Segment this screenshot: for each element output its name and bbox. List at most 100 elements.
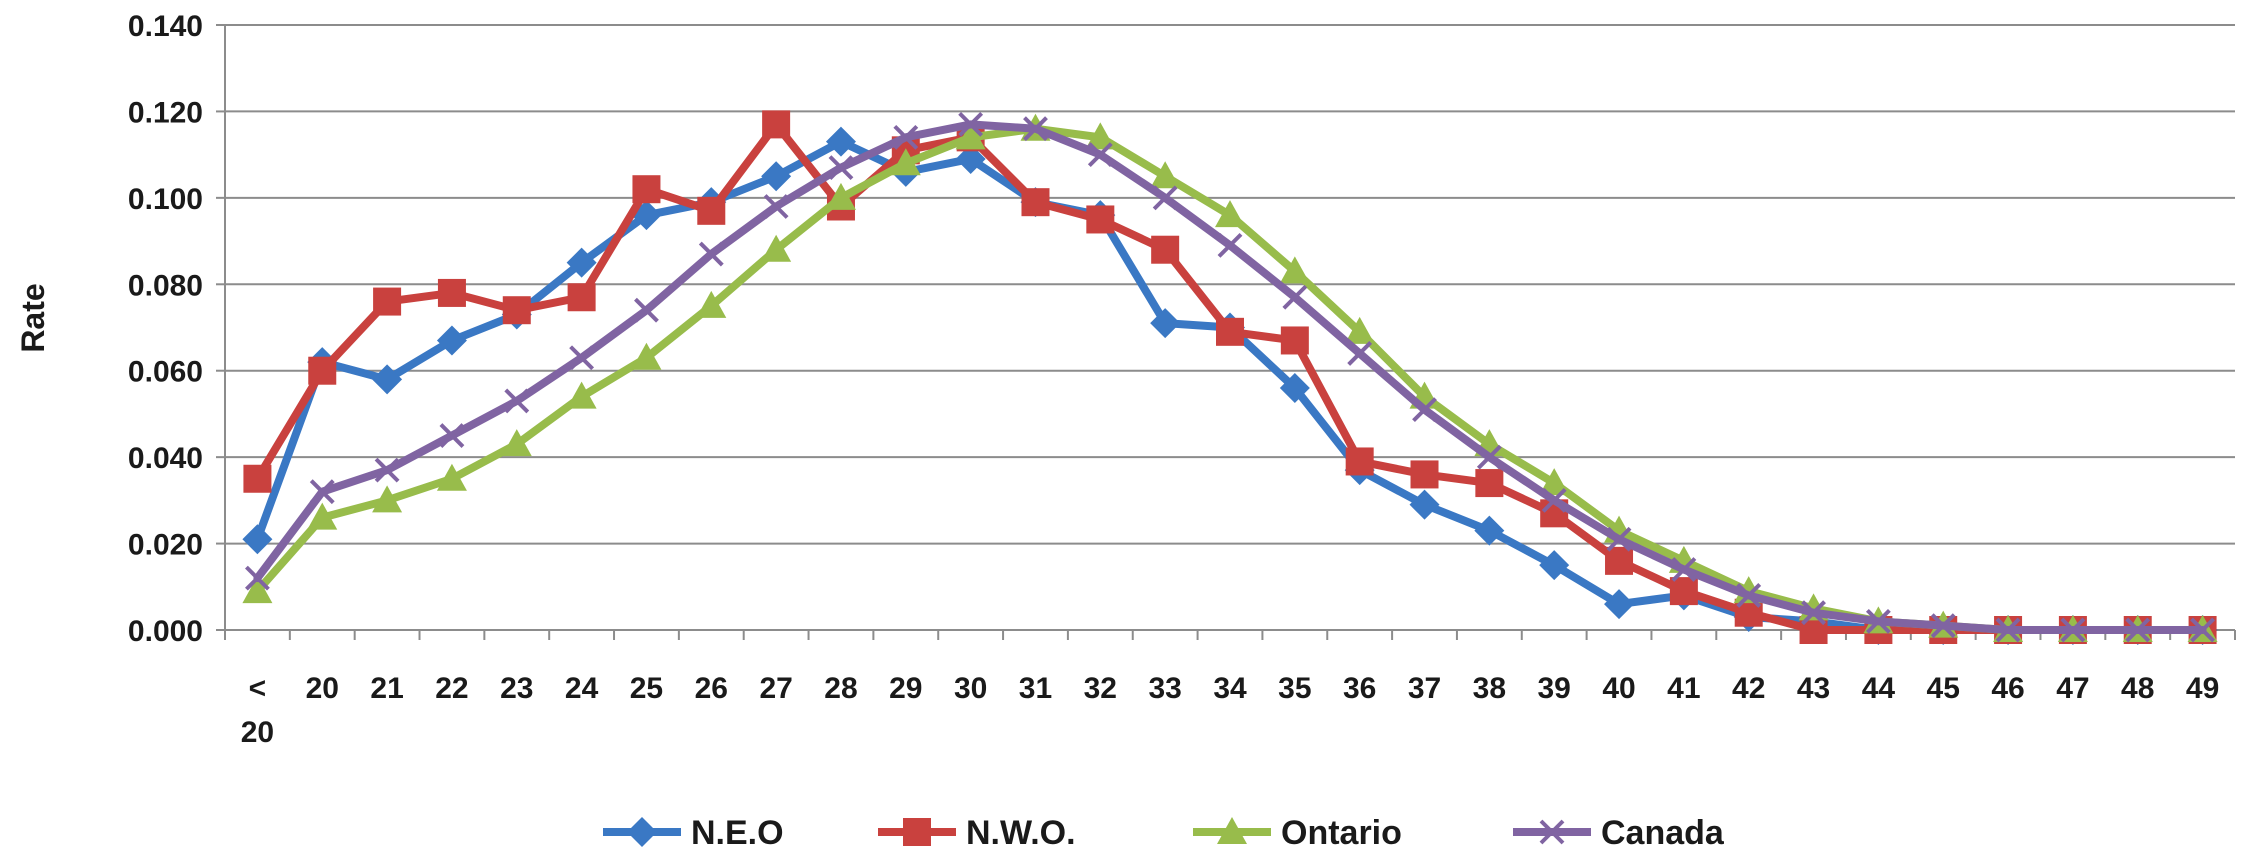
data-point: [825, 182, 856, 210]
data-point: [761, 234, 792, 262]
x-tick-label: 49: [2186, 672, 2219, 705]
x-tick-label-line: 20: [241, 716, 274, 749]
data-point: [1152, 185, 1178, 211]
data-point-stroke: [1476, 444, 1502, 470]
x-tick-label: 35: [1278, 672, 1311, 705]
data-point: [958, 111, 984, 137]
x-tick-label: 43: [1797, 672, 1830, 705]
y-tick-label: 0.000: [128, 615, 203, 648]
data-point: [762, 110, 791, 139]
data-point: [1021, 188, 1050, 217]
data-point: [763, 194, 789, 219]
data-point: [566, 381, 597, 409]
data-point: [1023, 116, 1048, 142]
data-point: [1279, 373, 1310, 403]
data-point: [631, 342, 662, 370]
data-point-stroke: [2060, 617, 2086, 643]
data-point: [698, 241, 724, 267]
data-point-stroke: [634, 297, 659, 323]
legend-marker-stroke: [1539, 819, 1565, 845]
x-tick-label: 28: [824, 672, 857, 705]
x-tick-label: 22: [435, 672, 468, 705]
x-tick-label-line: <: [249, 672, 267, 705]
data-point: [1475, 469, 1504, 498]
legend-marker: [903, 818, 931, 846]
data-point: [1086, 205, 1115, 234]
data-point: [502, 296, 531, 325]
data-point: [1865, 608, 1891, 634]
x-tick-label: 26: [695, 672, 728, 705]
legend-marker: [1539, 819, 1565, 845]
data-point: [504, 388, 530, 414]
legend-item: N.W.O.: [878, 814, 1076, 852]
x-tick-label: 20: [306, 672, 339, 705]
x-tick-label: 45: [1927, 672, 1960, 705]
data-point-stroke: [893, 124, 919, 150]
legend-label: N.W.O.: [966, 814, 1076, 852]
data-point: [1280, 326, 1309, 355]
data-point-stroke: [1736, 583, 1762, 608]
data-point: [1476, 444, 1502, 470]
data-point: [566, 247, 597, 278]
data-point: [828, 155, 854, 181]
data-point: [1539, 468, 1570, 496]
data-point: [1995, 617, 2021, 643]
x-tick-label: 44: [1862, 672, 1896, 705]
legend-marker: [627, 817, 657, 847]
data-point: [696, 290, 727, 318]
data-point-stroke: [1865, 608, 1891, 634]
data-point: [1412, 397, 1437, 423]
data-point: [761, 161, 792, 192]
data-point-stroke: [698, 241, 724, 267]
data-point: [372, 485, 403, 513]
series-Ontario: [242, 113, 2218, 642]
data-point: [634, 297, 659, 323]
data-point: [567, 283, 596, 312]
legend: N.E.O N.W.O. Ontario Canada: [603, 814, 1725, 852]
legend-label: Ontario: [1281, 814, 1402, 852]
data-point-stroke: [828, 155, 854, 181]
legend-item: N.E.O: [603, 814, 784, 852]
data-point: [1344, 316, 1375, 344]
x-tick-label: 34: [1213, 672, 1247, 705]
data-point-stroke: [1606, 526, 1632, 552]
data-point: [1150, 161, 1181, 189]
legend-item: Canada: [1513, 814, 1725, 852]
x-tick-label: 40: [1602, 672, 1635, 705]
x-tick-label: 32: [1084, 672, 1117, 705]
data-point: [1801, 600, 1826, 626]
data-point: [1604, 589, 1635, 620]
y-axis-title: Rate: [15, 283, 51, 352]
series-Canada: [245, 111, 2215, 643]
series-layer: [242, 110, 2218, 645]
y-tick-label: 0.020: [128, 529, 203, 562]
y-tick-labels: 0.000 0.020 0.040 0.060 0.080 0.100 0.120 0.140: [128, 10, 203, 648]
data-point: [242, 524, 273, 555]
legend-marker: [1217, 817, 1247, 844]
data-point-stroke: [1995, 617, 2021, 643]
data-point-stroke: [1671, 557, 1697, 582]
data-point: [1217, 232, 1243, 258]
data-point: [1085, 122, 1116, 150]
x-tick-label: 41: [1667, 672, 1700, 705]
series-N.W.O.: [243, 110, 2217, 644]
x-tick-label: 29: [889, 672, 922, 705]
data-point: [1345, 447, 1374, 476]
data-point-stroke: [1801, 600, 1826, 626]
x-tick-label: 24: [565, 672, 599, 705]
data-point: [1930, 613, 1956, 639]
data-point-stroke: [1412, 397, 1437, 423]
data-point: [1539, 550, 1570, 581]
data-point: [697, 196, 726, 225]
legend-label: Canada: [1601, 814, 1725, 852]
x-tick-label: 21: [370, 672, 403, 705]
y-tick-label: 0.100: [128, 183, 203, 216]
x-tick-label: 37: [1408, 672, 1441, 705]
data-point: [1410, 460, 1439, 489]
data-point: [1541, 487, 1567, 513]
data-point: [501, 429, 532, 457]
data-point: [1605, 546, 1634, 575]
data-point: [569, 345, 595, 371]
y-tick-label: 0.040: [128, 442, 203, 475]
